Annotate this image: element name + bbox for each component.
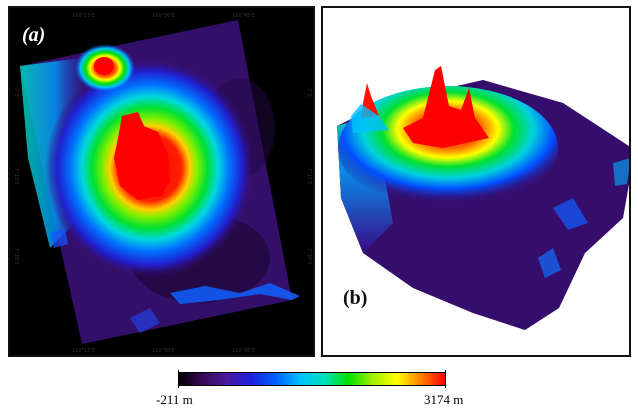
coord-top-3: 110°45'E xyxy=(232,13,255,19)
elevation-legend: -211 m 3174 m xyxy=(150,368,480,408)
main-summit xyxy=(114,112,170,200)
panel-a-label: (a) xyxy=(22,24,45,46)
coord-left-3: 7°30'S xyxy=(13,248,19,265)
main-peaks xyxy=(403,66,489,148)
coord-top-2: 110°30'E xyxy=(152,13,175,19)
coord-top-1: 110°15'E xyxy=(72,13,95,19)
legend-tick-max xyxy=(445,370,446,388)
legend-color-bar xyxy=(178,372,446,386)
panel-a-elevation-map: (a) 110°15'E 110°30'E 110°45'E 110°15'E … xyxy=(8,6,315,357)
coord-right-1: 7°S xyxy=(306,88,312,97)
panel-b-svg: (b) xyxy=(323,8,629,355)
coord-right-3: 7°30'S xyxy=(306,248,312,265)
panel-b-label: (b) xyxy=(343,287,367,309)
legend-max-label: 3174 m xyxy=(424,392,464,407)
coord-right-2: 7°15'S xyxy=(306,168,312,185)
coord-left-1: 7°S xyxy=(13,88,19,97)
panel-a-svg: (a) 110°15'E 110°30'E 110°45'E 110°15'E … xyxy=(10,8,313,355)
legend-tick-min xyxy=(178,370,179,388)
legend-min-label: -211 m xyxy=(156,392,193,407)
panel-b-3d-view: (b) xyxy=(321,6,631,357)
coord-left-2: 7°15'S xyxy=(13,168,19,185)
main-mountain-base xyxy=(338,86,558,210)
coord-bottom-2: 110°30'E xyxy=(152,348,175,354)
coord-bottom-3: 110°45'E xyxy=(232,348,255,354)
coord-bottom-1: 110°15'E xyxy=(72,348,95,354)
